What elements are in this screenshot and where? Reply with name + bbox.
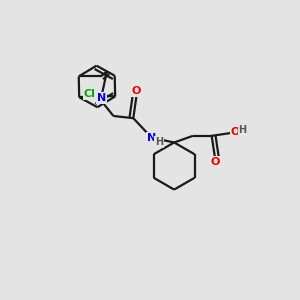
Text: H: H bbox=[238, 125, 247, 135]
Text: O: O bbox=[132, 86, 141, 97]
Text: O: O bbox=[210, 157, 220, 167]
Text: H: H bbox=[155, 137, 163, 147]
Text: Cl: Cl bbox=[83, 89, 95, 99]
Text: O: O bbox=[231, 127, 240, 137]
Text: N: N bbox=[147, 133, 156, 142]
Text: N: N bbox=[97, 93, 106, 103]
